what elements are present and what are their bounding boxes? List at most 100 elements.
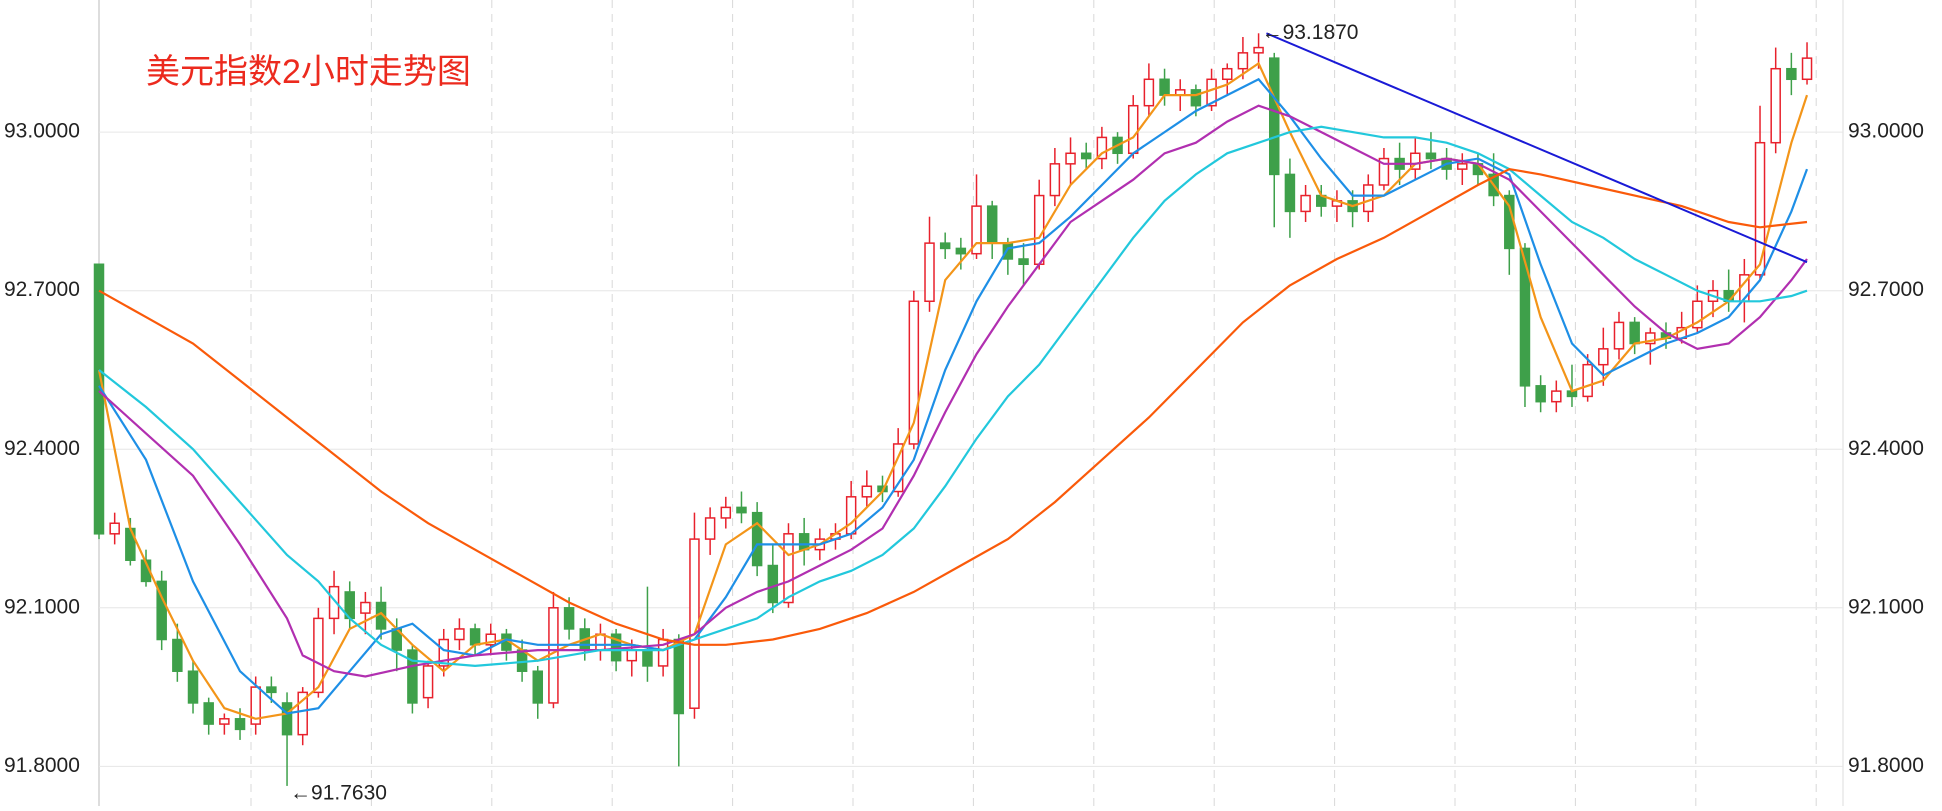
candle-body <box>1018 258 1029 266</box>
candle-body <box>1190 89 1202 107</box>
candle-body <box>281 702 293 736</box>
candle-body <box>1551 390 1562 403</box>
annotation: ←93.1870 <box>1262 21 1359 44</box>
candle-body <box>156 580 167 641</box>
candle-body <box>532 670 544 704</box>
candle-body <box>234 718 246 731</box>
candle-body <box>1096 136 1108 160</box>
candle-body <box>908 300 920 445</box>
y2-tick-label: 93.0000 <box>1848 120 1924 143</box>
candle-body <box>1598 348 1609 366</box>
y2-tick-label: 92.1000 <box>1848 595 1924 618</box>
chart-title: 美元指数2小时走势图 <box>146 53 471 91</box>
candle-body <box>250 686 261 725</box>
y-tick-label: 91.8000 <box>4 754 80 777</box>
candle-body <box>469 628 481 646</box>
candle-body <box>861 485 873 498</box>
candle-body <box>454 628 465 641</box>
candle-body <box>1363 184 1374 213</box>
candle-body <box>1613 321 1625 350</box>
y-tick-label: 92.1000 <box>4 595 80 618</box>
candle-body <box>313 617 324 694</box>
candle-body <box>203 702 214 725</box>
candle-body <box>1049 163 1061 197</box>
candle-body <box>266 686 277 694</box>
ma-line <box>98 167 1808 646</box>
y2-tick-label: 92.7000 <box>1848 278 1924 301</box>
candle-body <box>93 263 105 535</box>
candle-body <box>407 649 418 704</box>
candle-body <box>1582 363 1593 398</box>
candle-body <box>1143 78 1155 107</box>
grid <box>98 0 1844 806</box>
candle-body <box>1457 163 1468 170</box>
ma-line <box>97 61 1809 720</box>
candle-body <box>1300 194 1311 213</box>
candle-body <box>845 496 857 535</box>
ma-line <box>98 125 1808 668</box>
y2-tick-label: 92.4000 <box>1848 437 1924 460</box>
candle-body <box>109 522 120 535</box>
candle-body <box>736 506 747 514</box>
candle-body <box>1629 321 1640 345</box>
candle-body <box>971 205 982 255</box>
candle-body <box>219 718 230 725</box>
candle-body <box>1269 57 1280 176</box>
candle-body <box>939 242 951 250</box>
candle-body <box>642 649 653 667</box>
candle-body <box>1801 57 1813 81</box>
candle-body <box>1519 247 1531 387</box>
y-tick-label: 93.0000 <box>4 120 80 143</box>
candle-body <box>1425 152 1437 160</box>
candle-body <box>704 517 716 540</box>
candle-body <box>751 511 763 567</box>
candle-body <box>485 633 496 646</box>
candle-body <box>720 506 732 519</box>
candle-body <box>783 533 794 604</box>
candle-body <box>1033 194 1045 266</box>
candle-body <box>1002 242 1014 260</box>
candle-body <box>563 607 575 630</box>
candle-body <box>595 633 606 651</box>
ma-line <box>98 77 1809 715</box>
candle-body <box>1159 78 1170 96</box>
candle-body <box>172 638 183 672</box>
candle-body <box>1770 67 1781 144</box>
candle-body <box>1253 46 1264 54</box>
plot <box>93 32 1813 786</box>
candle-body <box>1645 332 1656 345</box>
y-tick-label: 92.4000 <box>4 437 80 460</box>
annotation: ←91.7630 <box>290 781 387 804</box>
y2-tick-label: 91.8000 <box>1848 754 1924 777</box>
candle-body <box>767 564 779 604</box>
candle-body <box>1786 67 1797 81</box>
candle-body <box>1692 300 1703 329</box>
candle-body <box>1378 157 1390 186</box>
candle-body <box>955 247 967 255</box>
candle-body <box>328 585 340 620</box>
candle-body <box>1065 152 1076 165</box>
candle-body <box>626 649 638 662</box>
candle-body <box>297 691 308 736</box>
candle-body <box>1221 67 1233 81</box>
ma-line <box>98 104 1808 678</box>
trend-line <box>1266 32 1808 264</box>
candle-body <box>1237 52 1249 70</box>
candle-body <box>1754 141 1766 276</box>
candle-body <box>360 601 371 614</box>
candle-body <box>673 638 685 715</box>
candle-body <box>1410 152 1421 170</box>
candle-body <box>1127 104 1139 155</box>
y-tick-label: 92.7000 <box>4 278 80 301</box>
candle-body <box>422 665 434 699</box>
candle-body <box>924 242 935 303</box>
candle-body <box>986 205 998 244</box>
candle-body <box>1535 385 1546 403</box>
candle-body <box>1284 173 1296 213</box>
candle-body <box>187 670 199 704</box>
candle-body <box>798 533 810 551</box>
candle-body <box>1080 152 1092 160</box>
candle-body <box>438 638 449 667</box>
